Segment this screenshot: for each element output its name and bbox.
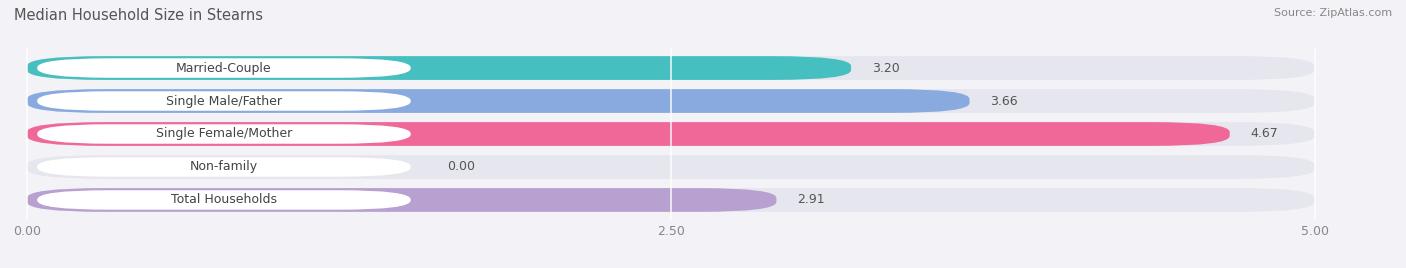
Text: Married-Couple: Married-Couple [176, 62, 271, 75]
Text: 3.20: 3.20 [872, 62, 900, 75]
Text: 4.67: 4.67 [1250, 128, 1278, 140]
Text: 2.91: 2.91 [797, 193, 825, 206]
FancyBboxPatch shape [37, 124, 411, 144]
Text: Single Male/Father: Single Male/Father [166, 95, 283, 107]
Text: Median Household Size in Stearns: Median Household Size in Stearns [14, 8, 263, 23]
Text: Single Female/Mother: Single Female/Mother [156, 128, 292, 140]
Text: Total Households: Total Households [172, 193, 277, 206]
FancyBboxPatch shape [27, 89, 970, 113]
FancyBboxPatch shape [37, 91, 411, 111]
FancyBboxPatch shape [27, 155, 1315, 179]
FancyBboxPatch shape [37, 190, 411, 210]
FancyBboxPatch shape [27, 122, 1315, 146]
FancyBboxPatch shape [27, 122, 1230, 146]
FancyBboxPatch shape [27, 56, 1315, 80]
FancyBboxPatch shape [27, 188, 776, 212]
FancyBboxPatch shape [37, 157, 411, 177]
FancyBboxPatch shape [37, 58, 411, 78]
Text: Source: ZipAtlas.com: Source: ZipAtlas.com [1274, 8, 1392, 18]
FancyBboxPatch shape [27, 56, 851, 80]
Text: 3.66: 3.66 [990, 95, 1018, 107]
Text: Non-family: Non-family [190, 161, 259, 173]
FancyBboxPatch shape [27, 89, 1315, 113]
FancyBboxPatch shape [27, 188, 1315, 212]
Text: 0.00: 0.00 [447, 161, 475, 173]
